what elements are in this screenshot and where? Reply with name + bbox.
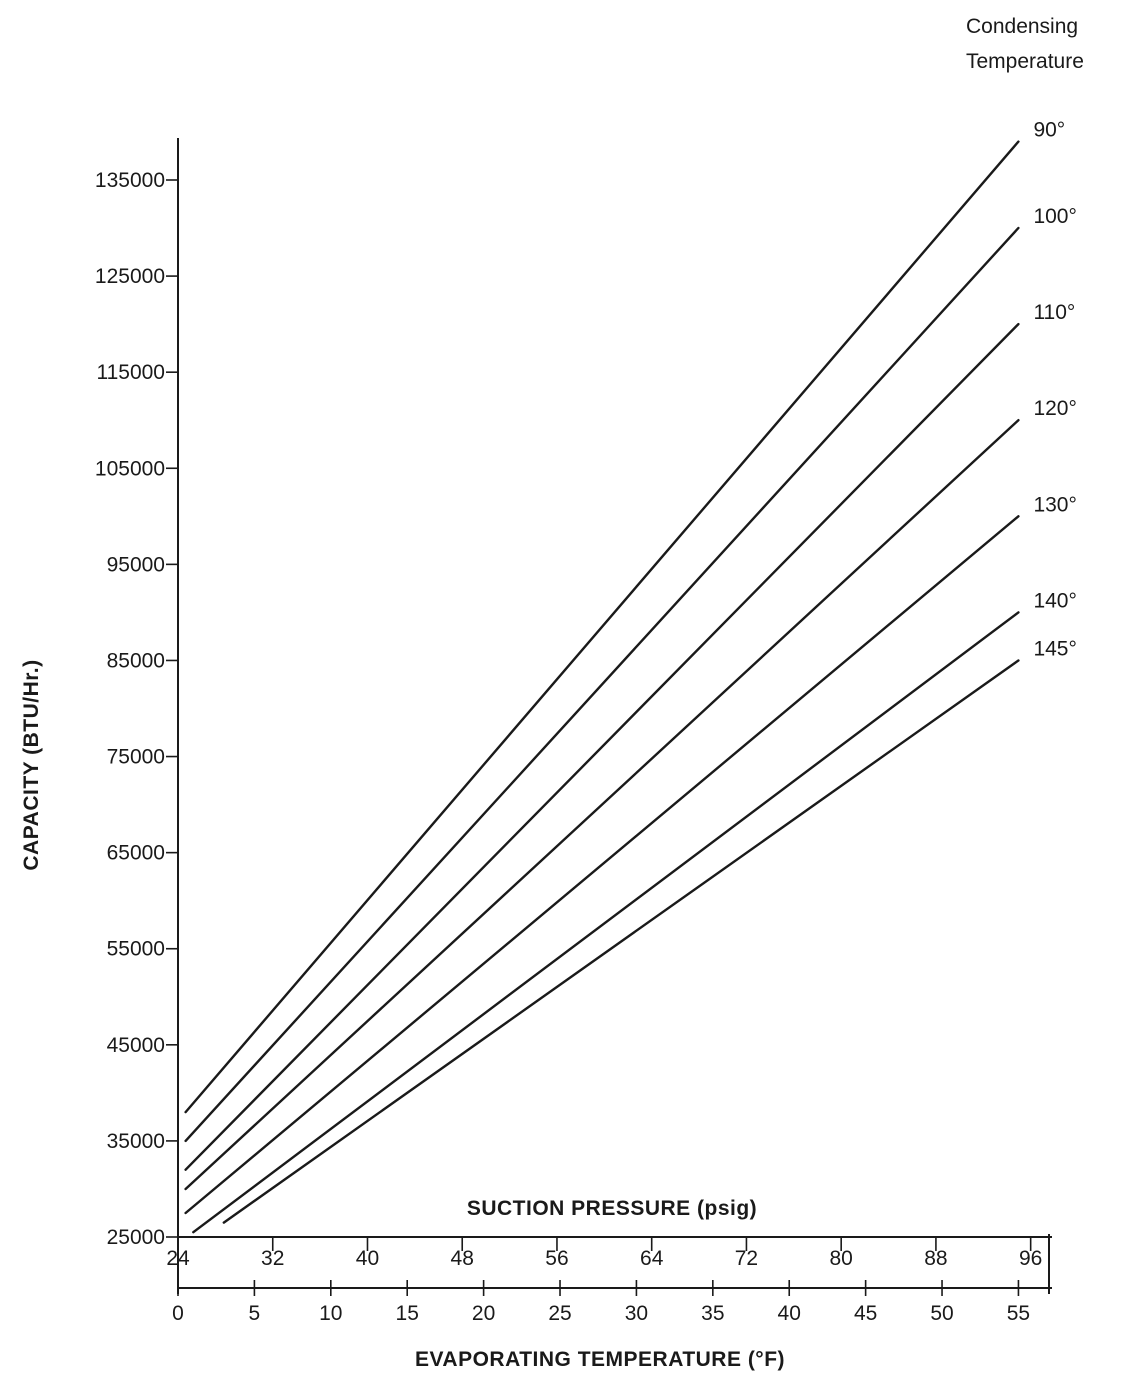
- x-tick-label: 50: [930, 1302, 953, 1325]
- series-label-2: 110°: [1033, 301, 1075, 324]
- series-label-0: 90°: [1033, 119, 1065, 142]
- suction-pressure-tick-label: 96: [1019, 1247, 1042, 1270]
- suction-pressure-tick-label: 64: [640, 1247, 664, 1270]
- suction-pressure-tick-label: 56: [545, 1247, 568, 1270]
- x-tick-label: 55: [1007, 1302, 1030, 1325]
- y-axis: 25000 35000 45000 55000 65000 75000 85000 95000…: [95, 138, 179, 1249]
- series-line-0: [184, 140, 1020, 1114]
- series-labels: 90° 100° 110° 120° 130° 140° 145°: [1033, 119, 1076, 661]
- y-tick-label: 35000: [107, 1130, 165, 1153]
- series-line-1: [184, 226, 1020, 1143]
- suction-pressure-tick-label: 88: [924, 1247, 947, 1270]
- y-tick-label: 25000: [107, 1226, 165, 1249]
- series-line-4: [184, 515, 1020, 1215]
- y-tick-label: 45000: [107, 1034, 165, 1057]
- legend-title-line2: Temperature: [966, 50, 1084, 73]
- suction-pressure-tick-label: 72: [735, 1247, 758, 1270]
- y-tick-label: 135000: [95, 169, 165, 192]
- x-tick-label: 25: [548, 1302, 571, 1325]
- series-label-6: 145°: [1033, 637, 1076, 660]
- y-tick-label: 55000: [107, 938, 165, 961]
- suction-pressure-axis: 24 32 40 48 56 64 72 80 88 96: [166, 1236, 1052, 1270]
- x-tick-label: 35: [701, 1302, 724, 1325]
- y-tick-label: 65000: [107, 842, 165, 865]
- y-tick-label: 125000: [95, 265, 165, 288]
- series-line-6: [222, 659, 1020, 1224]
- y-tick-label: 115000: [96, 361, 165, 384]
- suction-pressure-tick-label: 24: [166, 1247, 190, 1270]
- series-label-3: 120°: [1033, 397, 1076, 420]
- series-line-2: [184, 322, 1020, 1171]
- y-tick-label: 85000: [107, 649, 165, 672]
- x-tick-label: 5: [249, 1302, 261, 1325]
- x-tick-label: 45: [854, 1302, 877, 1325]
- legend-title-line1: Condensing: [966, 15, 1078, 38]
- suction-pressure-tick-label: 40: [356, 1247, 379, 1270]
- suction-pressure-title: SUCTION PRESSURE (psig): [467, 1197, 757, 1220]
- y-tick-label: 105000: [95, 457, 165, 480]
- series-line-3: [184, 419, 1020, 1191]
- series-line-5: [192, 611, 1020, 1234]
- series-label-4: 130°: [1033, 493, 1076, 516]
- x-axis: 0 5 10 15 20 25 30 35 40 45 50 55: [172, 1234, 1052, 1325]
- suction-pressure-tick-label: 32: [261, 1247, 284, 1270]
- suction-pressure-tick-label: 80: [830, 1247, 853, 1270]
- series-label-1: 100°: [1033, 205, 1076, 228]
- y-tick-label: 95000: [107, 553, 165, 576]
- suction-pressure-tick-label: 48: [451, 1247, 474, 1270]
- x-tick-label: 30: [625, 1302, 648, 1325]
- x-axis-title: EVAPORATING TEMPERATURE (°F): [415, 1348, 785, 1371]
- series-lines: [184, 140, 1020, 1234]
- series-label-5: 140°: [1033, 589, 1076, 612]
- x-tick-label: 0: [172, 1302, 184, 1325]
- x-tick-label: 10: [319, 1302, 342, 1325]
- x-tick-label: 40: [778, 1302, 801, 1325]
- x-tick-label: 15: [396, 1302, 419, 1325]
- y-axis-title: CAPACITY (BTU/Hr.): [20, 659, 43, 870]
- x-tick-label: 20: [472, 1302, 495, 1325]
- y-tick-label: 75000: [107, 746, 165, 769]
